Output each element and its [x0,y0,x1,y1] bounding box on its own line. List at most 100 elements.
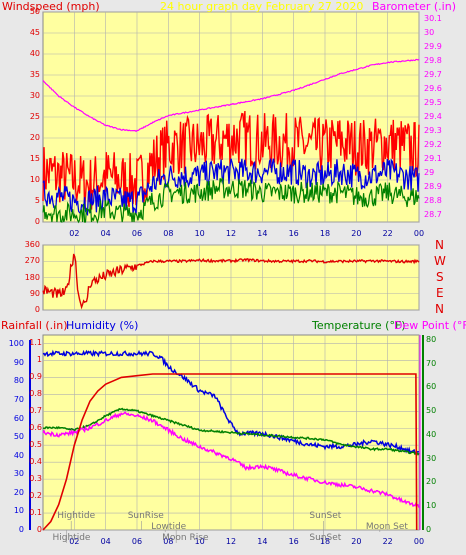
rain-y-tick: 1.1 [29,338,42,348]
wind-y-tick: 5 [34,196,40,205]
wind-y-tick: 50 [29,7,40,16]
dewpoint-series-line [42,411,420,508]
barometer-y-tick: 28.7 [424,210,442,219]
event-annotation: SunSet [309,511,342,521]
dewpoint-axis-title: Dew Point (°F) [394,319,466,332]
wind-x-tick: 20 [351,229,362,238]
lower-x-tick: 04 [100,537,111,546]
humidity-y-tick: 40 [13,450,24,460]
barometer-y-tick: 29.8 [424,56,442,65]
temperature-y-tick: 80 [426,334,437,344]
compass-label-w: W [434,254,446,268]
compass-label-e: E [436,286,444,300]
rain-y-tick: 1 [36,355,42,365]
wind-y-tick: 15 [29,154,40,163]
temperature-y-tick: 40 [426,429,437,439]
temperature-y-tick: 70 [426,358,437,368]
wind-x-tick: 12 [225,229,237,238]
event-annotation: Hightide [57,511,96,521]
event-annotation: Lowtide [151,522,187,532]
wind-y-tick: 25 [29,112,40,121]
wind-y-tick: 30 [29,91,40,100]
lower-x-tick: 02 [69,537,80,546]
lower-x-tick: 16 [288,537,299,546]
wind-y-tick: 10 [29,175,40,184]
humidity-y-tick: 70 [13,395,24,404]
lower-x-tick: 08 [163,537,174,546]
wind-x-tick: 02 [69,229,80,238]
rain-y-tick: 0 [36,525,42,534]
temperature-y-tick: 0 [426,525,432,534]
temperature-y-tick: 60 [426,382,437,392]
lower-x-tick: 12 [225,537,237,546]
lower-x-tick: 10 [194,537,205,546]
rain-y-tick: 0.9 [29,372,42,382]
rain-y-tick: 0.3 [29,474,42,484]
chart-title: 24 hour graph day February 27 2020 [160,0,364,13]
barometer-y-tick: 29.9 [424,42,442,51]
wind-x-tick: 18 [319,229,331,238]
event-annotation: SunRise [127,511,164,521]
wind-x-tick: 22 [382,229,393,238]
rain-axis-title: Rainfall (.in) [1,319,68,332]
lower-x-tick: 00 [413,537,425,546]
humidity-y-tick: 20 [13,487,24,497]
rain-y-tick: 0.2 [29,491,42,501]
temperature-axis-title: Temperature (°F) [312,319,406,332]
humidity-y-tick: 0 [18,525,24,534]
rain-y-tick: 0.1 [29,508,42,518]
wind-y-tick: 45 [29,28,40,37]
compass-label-n-bottom: N [435,302,444,316]
wind-x-tick: 16 [288,229,299,238]
barometer-axis-title: Barometer (.in) [372,0,456,13]
humidity-y-tick: 100 [8,339,24,349]
rain-y-tick: 0.8 [29,389,42,399]
wind-x-tick: 08 [163,229,174,238]
event-annotation: Moon Rise [162,533,209,543]
barometer-y-tick: 29.7 [424,70,442,79]
wind-direction-series-line [42,253,420,310]
barometer-y-tick: 30.1 [424,14,442,23]
low-wind-series-line [42,176,420,224]
rainfall-series-line [42,373,418,531]
wind-y-tick: 40 [29,49,40,58]
event-annotation: Moon Set [365,522,408,532]
barometer-y-tick: 29 [424,168,435,177]
lower-x-tick: 18 [319,537,331,546]
wind-y-tick: 0 [34,217,40,226]
temperature-y-tick: 50 [426,406,437,416]
humidity-series-line [42,349,420,455]
average-wind-series-line [42,157,420,217]
wind-x-tick: 04 [100,229,111,238]
rain-y-tick: 0.7 [29,406,42,416]
barometer-y-tick: 29.6 [424,84,442,93]
wind-x-tick: 14 [257,229,268,238]
barometer-y-tick: 29.1 [424,154,442,163]
temperature-y-tick: 10 [426,501,437,511]
direction-y-tick: 270 [24,256,40,266]
barometer-y-tick: 30 [424,28,435,37]
barometer-y-tick: 29.4 [424,112,442,121]
humidity-y-tick: 30 [13,469,24,479]
compass-label-n-top: N [435,238,444,252]
event-annotation: SunSet [309,533,342,543]
event-annotation: Hightide [52,533,91,543]
barometer-series-line [42,58,420,133]
wind-y-tick: 20 [29,133,40,142]
wind-axis-title: Windspeed (mph) [2,0,100,13]
barometer-y-tick: 28.8 [424,196,442,205]
temperature-y-tick: 30 [426,453,437,463]
humidity-y-tick: 60 [13,413,24,423]
direction-y-tick: 180 [24,272,40,282]
rain-y-tick: 0.4 [29,457,42,467]
temperature-y-tick: 20 [426,477,437,487]
lower-x-tick: 22 [382,537,393,546]
barometer-y-tick: 29.2 [424,140,442,149]
lower-x-tick: 14 [257,537,268,546]
rain-y-tick: 0.5 [29,440,42,450]
lower-x-tick: 06 [131,537,143,546]
wind-x-tick: 10 [194,229,205,238]
direction-y-tick: 90 [29,288,40,298]
humidity-y-tick: 10 [13,506,24,516]
